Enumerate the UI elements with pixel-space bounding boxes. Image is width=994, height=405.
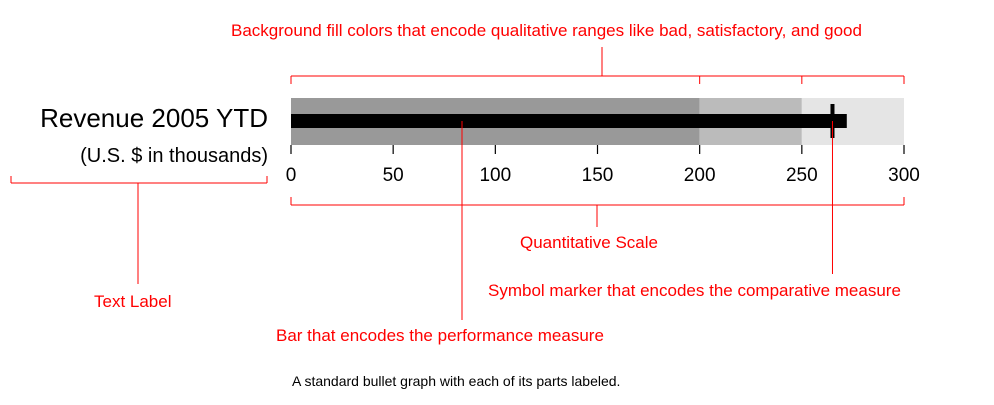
scale-tick-label: 250: [785, 165, 818, 186]
figure-caption: A standard bullet graph with each of its…: [292, 373, 621, 389]
chart-title: Revenue 2005 YTD: [40, 103, 268, 133]
scale-tick-label: 0: [285, 165, 297, 186]
performance-measure-bar: [291, 114, 847, 128]
annotation-quantitative-scale: Quantitative Scale: [520, 233, 658, 252]
annotation-comparative-marker: Symbol marker that encodes the comparati…: [488, 281, 901, 300]
scale-tick-label: 100: [479, 165, 512, 186]
scale-tick-label: 150: [581, 165, 614, 186]
annotation-performance-bar: Bar that encodes the performance measure: [276, 326, 604, 345]
chart-subtitle: (U.S. $ in thousands): [80, 145, 268, 167]
scale-tick-label: 200: [683, 165, 716, 186]
annotation-background-ranges: Background fill colors that encode quali…: [231, 21, 862, 40]
scale-tick-label: 300: [888, 165, 920, 186]
annotation-text-label: Text Label: [94, 292, 172, 311]
scale-tick-label: 50: [382, 165, 404, 186]
